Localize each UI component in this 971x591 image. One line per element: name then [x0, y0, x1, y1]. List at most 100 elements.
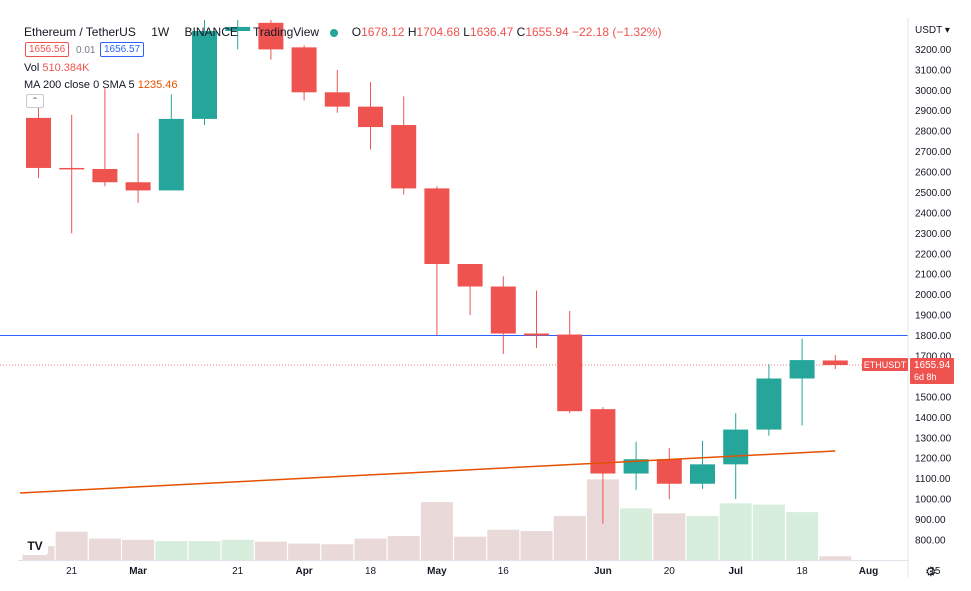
volume-bar — [487, 529, 520, 560]
candle-body — [324, 92, 350, 107]
candle-body — [623, 459, 649, 474]
currency-label: USDT ▾ — [915, 25, 950, 36]
source-label: TradingView — [253, 25, 320, 39]
x-tick-label: Mar — [129, 566, 147, 577]
volume-bar — [88, 538, 121, 560]
buy-price-button[interactable]: 1656.57 — [100, 42, 145, 57]
volume-bar — [55, 531, 88, 560]
x-tick-label: 21 — [66, 566, 78, 577]
interval-label[interactable]: 1W — [151, 25, 170, 39]
volume-bar — [254, 541, 287, 560]
y-tick-label: 900.00 — [915, 515, 946, 526]
volume-bar — [752, 504, 785, 560]
candle-body — [59, 167, 85, 170]
y-tick-label: 2400.00 — [915, 208, 952, 219]
y-tick-label: 2500.00 — [915, 188, 952, 199]
x-tick-label: 18 — [365, 566, 377, 577]
y-tick-label: 2300.00 — [915, 229, 952, 240]
y-tick-label: 3100.00 — [915, 65, 952, 76]
symbol-name[interactable]: Ethereum / TetherUS — [24, 25, 136, 39]
x-tick-label: Apr — [295, 566, 312, 577]
volume-bar — [155, 541, 188, 560]
open-value: 1678.12 — [361, 25, 405, 39]
symbol-header: Ethereum / TetherUS 1W BINANCE TradingVi… — [24, 25, 661, 39]
volume-bar — [719, 503, 752, 560]
ma-legend[interactable]: MA 200 close 0 SMA 5 1235.46 — [24, 79, 178, 91]
x-tick-label: 21 — [232, 566, 244, 577]
y-tick-label: 1300.00 — [915, 433, 952, 444]
symbol-price-tag — [862, 358, 908, 372]
x-tick-label: Aug — [859, 566, 878, 577]
volume-bar — [221, 539, 254, 560]
market-status-icon — [330, 28, 339, 37]
x-tick-label: 15 — [929, 566, 941, 577]
candle-body — [92, 168, 118, 183]
volume-bar — [122, 539, 155, 560]
y-tick-label: 1000.00 — [915, 495, 952, 506]
y-tick-label: 2800.00 — [915, 127, 952, 138]
candle-body — [125, 182, 151, 191]
candle-body — [457, 264, 483, 287]
x-tick-label: Jun — [594, 566, 612, 577]
x-tick-label: 20 — [664, 566, 676, 577]
y-tick-label: 3200.00 — [915, 45, 952, 56]
candle-body — [258, 22, 284, 50]
last-price-text: 1655.94 — [914, 360, 951, 371]
y-tick-label: 800.00 — [915, 535, 946, 546]
volume-bar — [520, 531, 553, 560]
y-tick-label: 1400.00 — [915, 413, 952, 424]
x-tick-label: 16 — [498, 566, 510, 577]
candle-body — [424, 188, 450, 265]
high-value: 1704.68 — [416, 25, 460, 39]
candle-body — [756, 378, 782, 430]
candle-body — [158, 118, 184, 191]
y-tick-label: 1100.00 — [915, 474, 951, 485]
volume-bar — [620, 508, 653, 560]
candle-body — [490, 286, 516, 334]
volume-bar — [553, 515, 586, 560]
y-tick-label: 2900.00 — [915, 106, 952, 117]
x-tick-label: 18 — [797, 566, 809, 577]
x-tick-label: Jul — [728, 566, 743, 577]
symbol-tag-text: ETHUSDT — [864, 360, 907, 370]
ma-value: 1235.46 — [137, 79, 178, 91]
candle-body — [789, 360, 815, 379]
sell-price-button[interactable]: 1656.56 — [25, 42, 70, 57]
y-tick-label: 1500.00 — [915, 392, 952, 403]
volume-legend[interactable]: Vol 510.384K — [24, 62, 89, 74]
candle-body — [26, 117, 51, 168]
volume-bar — [188, 541, 221, 560]
candle-body — [690, 464, 715, 484]
candle-body — [291, 47, 317, 93]
volume-bar — [288, 543, 321, 560]
bar-countdown-text: 6d 8h — [914, 372, 937, 382]
candle-body — [723, 429, 749, 465]
volume-bar — [387, 536, 420, 560]
candle-body — [656, 459, 682, 484]
y-tick-label: 2700.00 — [915, 147, 952, 158]
volume-bar — [686, 515, 719, 560]
tradingview-logo[interactable]: TV — [22, 537, 48, 555]
plot-area — [0, 20, 908, 560]
y-tick-label: 2200.00 — [915, 249, 952, 260]
y-tick-label: 1900.00 — [915, 311, 952, 322]
ma-label: MA 200 close 0 SMA 5 — [24, 79, 135, 91]
volume-bar — [420, 502, 453, 560]
y-tick-label: 1700.00 — [915, 352, 952, 363]
candle-body — [557, 334, 583, 412]
last-price-badge — [910, 358, 954, 385]
volume-bar — [354, 538, 387, 560]
gear-icon[interactable]: ⚙ — [925, 564, 937, 579]
candle-body — [358, 106, 383, 128]
low-value: 1636.47 — [469, 25, 514, 39]
y-tick-label: 2000.00 — [915, 290, 952, 301]
volume-bar — [454, 536, 487, 560]
volume-bar — [786, 512, 819, 560]
chevron-up-icon[interactable]: ⌃ — [26, 94, 44, 108]
ohlc-values: O1678.12 H1704.68 L1636.47 C1655.94 −22.… — [351, 25, 662, 39]
candle-body — [822, 360, 848, 366]
y-tick-label: 1200.00 — [915, 454, 952, 465]
volume-bar — [819, 556, 852, 560]
moving-average-line — [19, 450, 836, 494]
